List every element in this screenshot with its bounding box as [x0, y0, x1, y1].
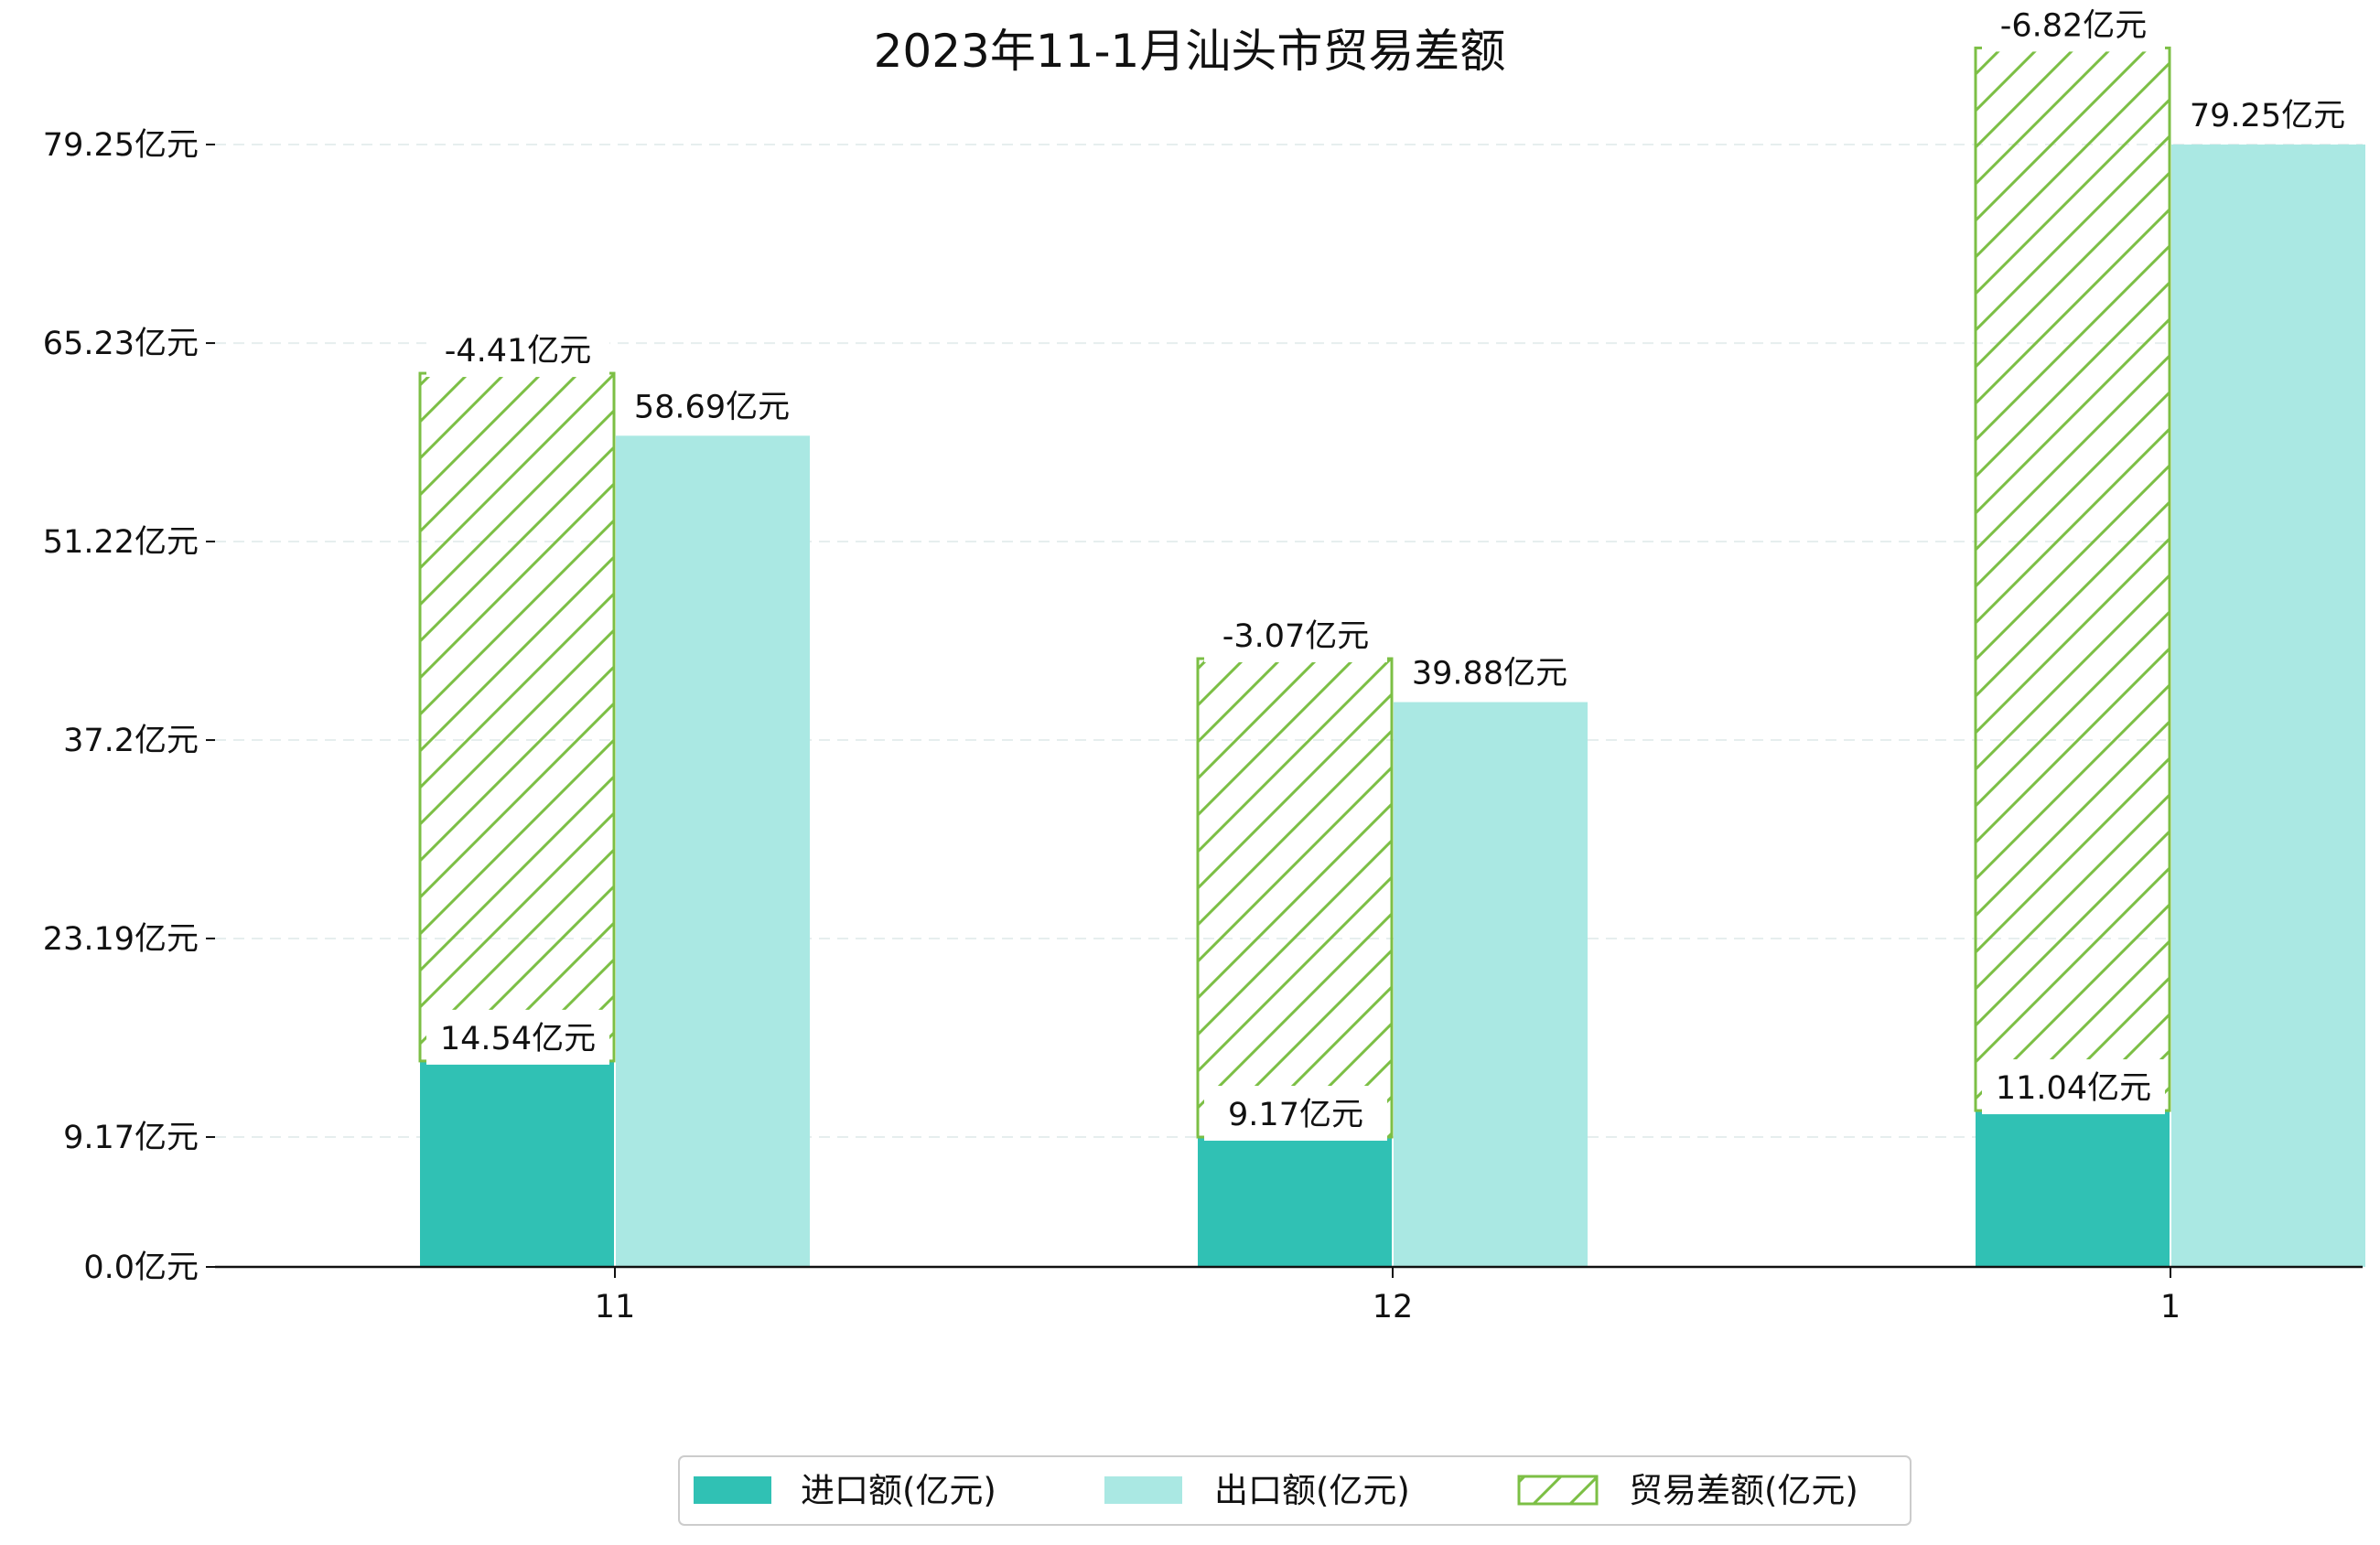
bar-import — [1198, 1137, 1392, 1267]
legend-swatch-export — [1104, 1476, 1182, 1504]
bar-trade-balance — [1974, 46, 2171, 1112]
x-axis: 11 12 1 — [215, 1265, 2363, 1325]
y-tick-label: 51.22亿元 — [43, 524, 199, 561]
data-label-export: 79.25亿元 — [2190, 98, 2345, 134]
data-labels: 14.54亿元 -4.41亿元 58.69亿元 9.17亿元 -3.07亿元 39.88亿… — [426, 0, 2345, 1142]
data-label-import: 11.04亿元 — [1996, 1070, 2151, 1107]
x-tick-label: 12 — [1373, 1289, 1414, 1325]
legend-label-import: 进口额(亿元) — [801, 1471, 996, 1510]
y-tick-label: 79.25亿元 — [43, 127, 199, 164]
data-label-export: 39.88亿元 — [1412, 656, 1567, 692]
bars — [418, 46, 2365, 1268]
y-axis: 0.0亿元 9.17亿元 23.19亿元 37.2亿元 51.22亿元 65.23亿元 79… — [43, 127, 215, 1286]
legend-label-export: 出口额(亿元) — [1214, 1471, 1410, 1510]
label-bg-import — [1982, 1059, 2165, 1115]
bar-trade-balance — [418, 371, 616, 1063]
legend-swatch-import — [694, 1476, 771, 1504]
label-bg-import — [1204, 1086, 1387, 1142]
label-bg-balance — [1982, 0, 2165, 52]
bar-import — [420, 1060, 614, 1267]
label-bg-balance — [1204, 607, 1387, 663]
label-bg-import — [426, 1009, 609, 1065]
label-bg-balance — [426, 322, 609, 378]
data-label-balance: -6.82亿元 — [2000, 7, 2148, 44]
data-label-export: 58.69亿元 — [634, 389, 790, 425]
bar-export — [2171, 145, 2365, 1267]
legend-frame — [678, 1455, 1912, 1526]
legend-label-balance: 贸易差额(亿元) — [1629, 1471, 1858, 1510]
x-tick-label: 11 — [595, 1289, 636, 1325]
data-label-balance: -4.41亿元 — [445, 333, 592, 370]
y-tick-label: 0.0亿元 — [83, 1250, 199, 1286]
legend-swatch-balance — [1517, 1475, 1599, 1506]
y-tick-label: 23.19亿元 — [43, 921, 199, 958]
bar-import — [1976, 1110, 2170, 1267]
y-tick-label: 37.2亿元 — [63, 723, 199, 759]
x-tick-label: 1 — [2160, 1289, 2181, 1325]
data-label-import: 9.17亿元 — [1228, 1097, 1363, 1133]
chart-title: 2023年11-1月汕头市贸易差额 — [874, 25, 1506, 78]
legend: 进口额(亿元) 出口额(亿元) 贸易差额(亿元) — [678, 1455, 1912, 1526]
data-label-balance: -3.07亿元 — [1222, 618, 1370, 655]
y-tick-label: 9.17亿元 — [63, 1120, 199, 1156]
bar-export — [616, 435, 810, 1268]
bar-trade-balance — [1196, 657, 1394, 1139]
bar-export — [1394, 702, 1588, 1267]
data-label-import: 14.54亿元 — [440, 1021, 596, 1057]
y-tick-label: 65.23亿元 — [43, 326, 199, 362]
